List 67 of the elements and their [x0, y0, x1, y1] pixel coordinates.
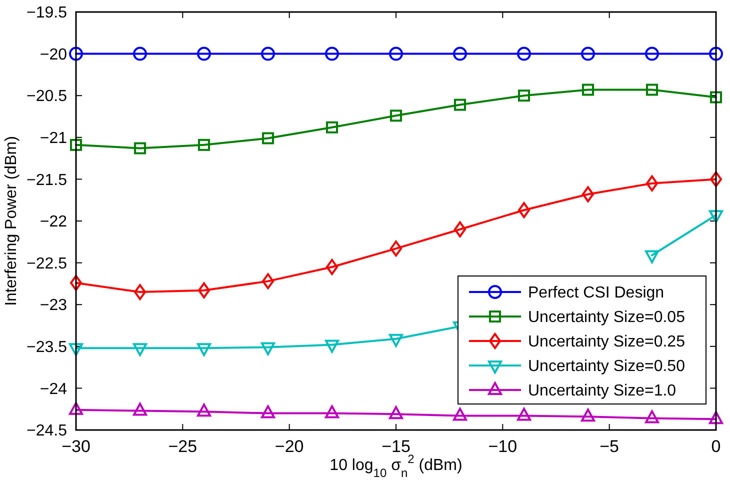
point — [134, 142, 146, 154]
point — [197, 404, 211, 417]
point — [262, 273, 274, 290]
point — [69, 402, 83, 415]
point — [518, 90, 530, 102]
y-tick-label: −23.5 — [26, 339, 68, 356]
y-tick-label: −21 — [40, 130, 68, 147]
point — [581, 408, 595, 422]
point — [325, 46, 339, 61]
point — [517, 46, 531, 61]
point — [645, 46, 659, 61]
point — [517, 408, 531, 421]
point — [389, 406, 403, 420]
y-tick-label: −19.5 — [26, 4, 68, 22]
legend-label: Uncertainty Size=0.25 — [528, 334, 686, 351]
x-tick-label: −30 — [62, 437, 90, 456]
point — [518, 202, 530, 218]
legend-label: Uncertainty Size=0.50 — [528, 358, 686, 376]
point — [134, 284, 146, 300]
y-axis-title: Interfering Power (dBm) — [3, 136, 20, 306]
y-tick-label: −21.5 — [26, 172, 68, 189]
legend-label: Perfect CSI Design — [528, 284, 664, 302]
point — [581, 46, 595, 61]
point — [646, 175, 658, 192]
legend-label: Uncertainty Size=0.05 — [528, 309, 686, 326]
y-tick-label: −20.5 — [26, 88, 68, 106]
x-tick-label: −5 — [600, 437, 620, 456]
x-tick-label: 0 — [711, 437, 721, 456]
point — [453, 46, 467, 61]
point — [197, 46, 211, 61]
point — [582, 84, 594, 96]
point — [709, 46, 723, 61]
point — [69, 46, 83, 61]
point — [709, 411, 723, 424]
x-tick-label: −10 — [488, 437, 518, 456]
point — [646, 84, 658, 96]
x-tick-label: −20 — [274, 437, 304, 456]
point — [325, 405, 339, 418]
point — [390, 110, 402, 122]
point — [70, 274, 82, 291]
point — [262, 132, 274, 144]
point — [133, 46, 147, 61]
legend-label: Uncertainty Size=1.0 — [528, 382, 676, 400]
point — [389, 46, 403, 61]
point — [454, 98, 466, 111]
point — [70, 138, 82, 151]
y-tick-label: −22 — [40, 214, 68, 231]
point — [710, 91, 722, 104]
point — [454, 221, 466, 238]
y-tick-label: −24.5 — [26, 422, 68, 440]
point — [582, 186, 594, 202]
y-tick-label: −22.5 — [26, 255, 68, 272]
point — [261, 46, 275, 61]
point — [326, 121, 338, 134]
point — [453, 408, 467, 421]
point — [133, 402, 147, 416]
point — [710, 171, 722, 188]
point — [198, 282, 210, 298]
y-tick-label: −23 — [40, 297, 68, 314]
point — [390, 240, 402, 257]
y-tick-label: −20 — [40, 46, 68, 64]
point — [198, 138, 210, 151]
point — [645, 410, 659, 424]
x-tick-label: −25 — [168, 437, 198, 456]
point — [326, 258, 338, 275]
point — [261, 405, 275, 418]
y-tick-label: −24 — [40, 380, 68, 398]
